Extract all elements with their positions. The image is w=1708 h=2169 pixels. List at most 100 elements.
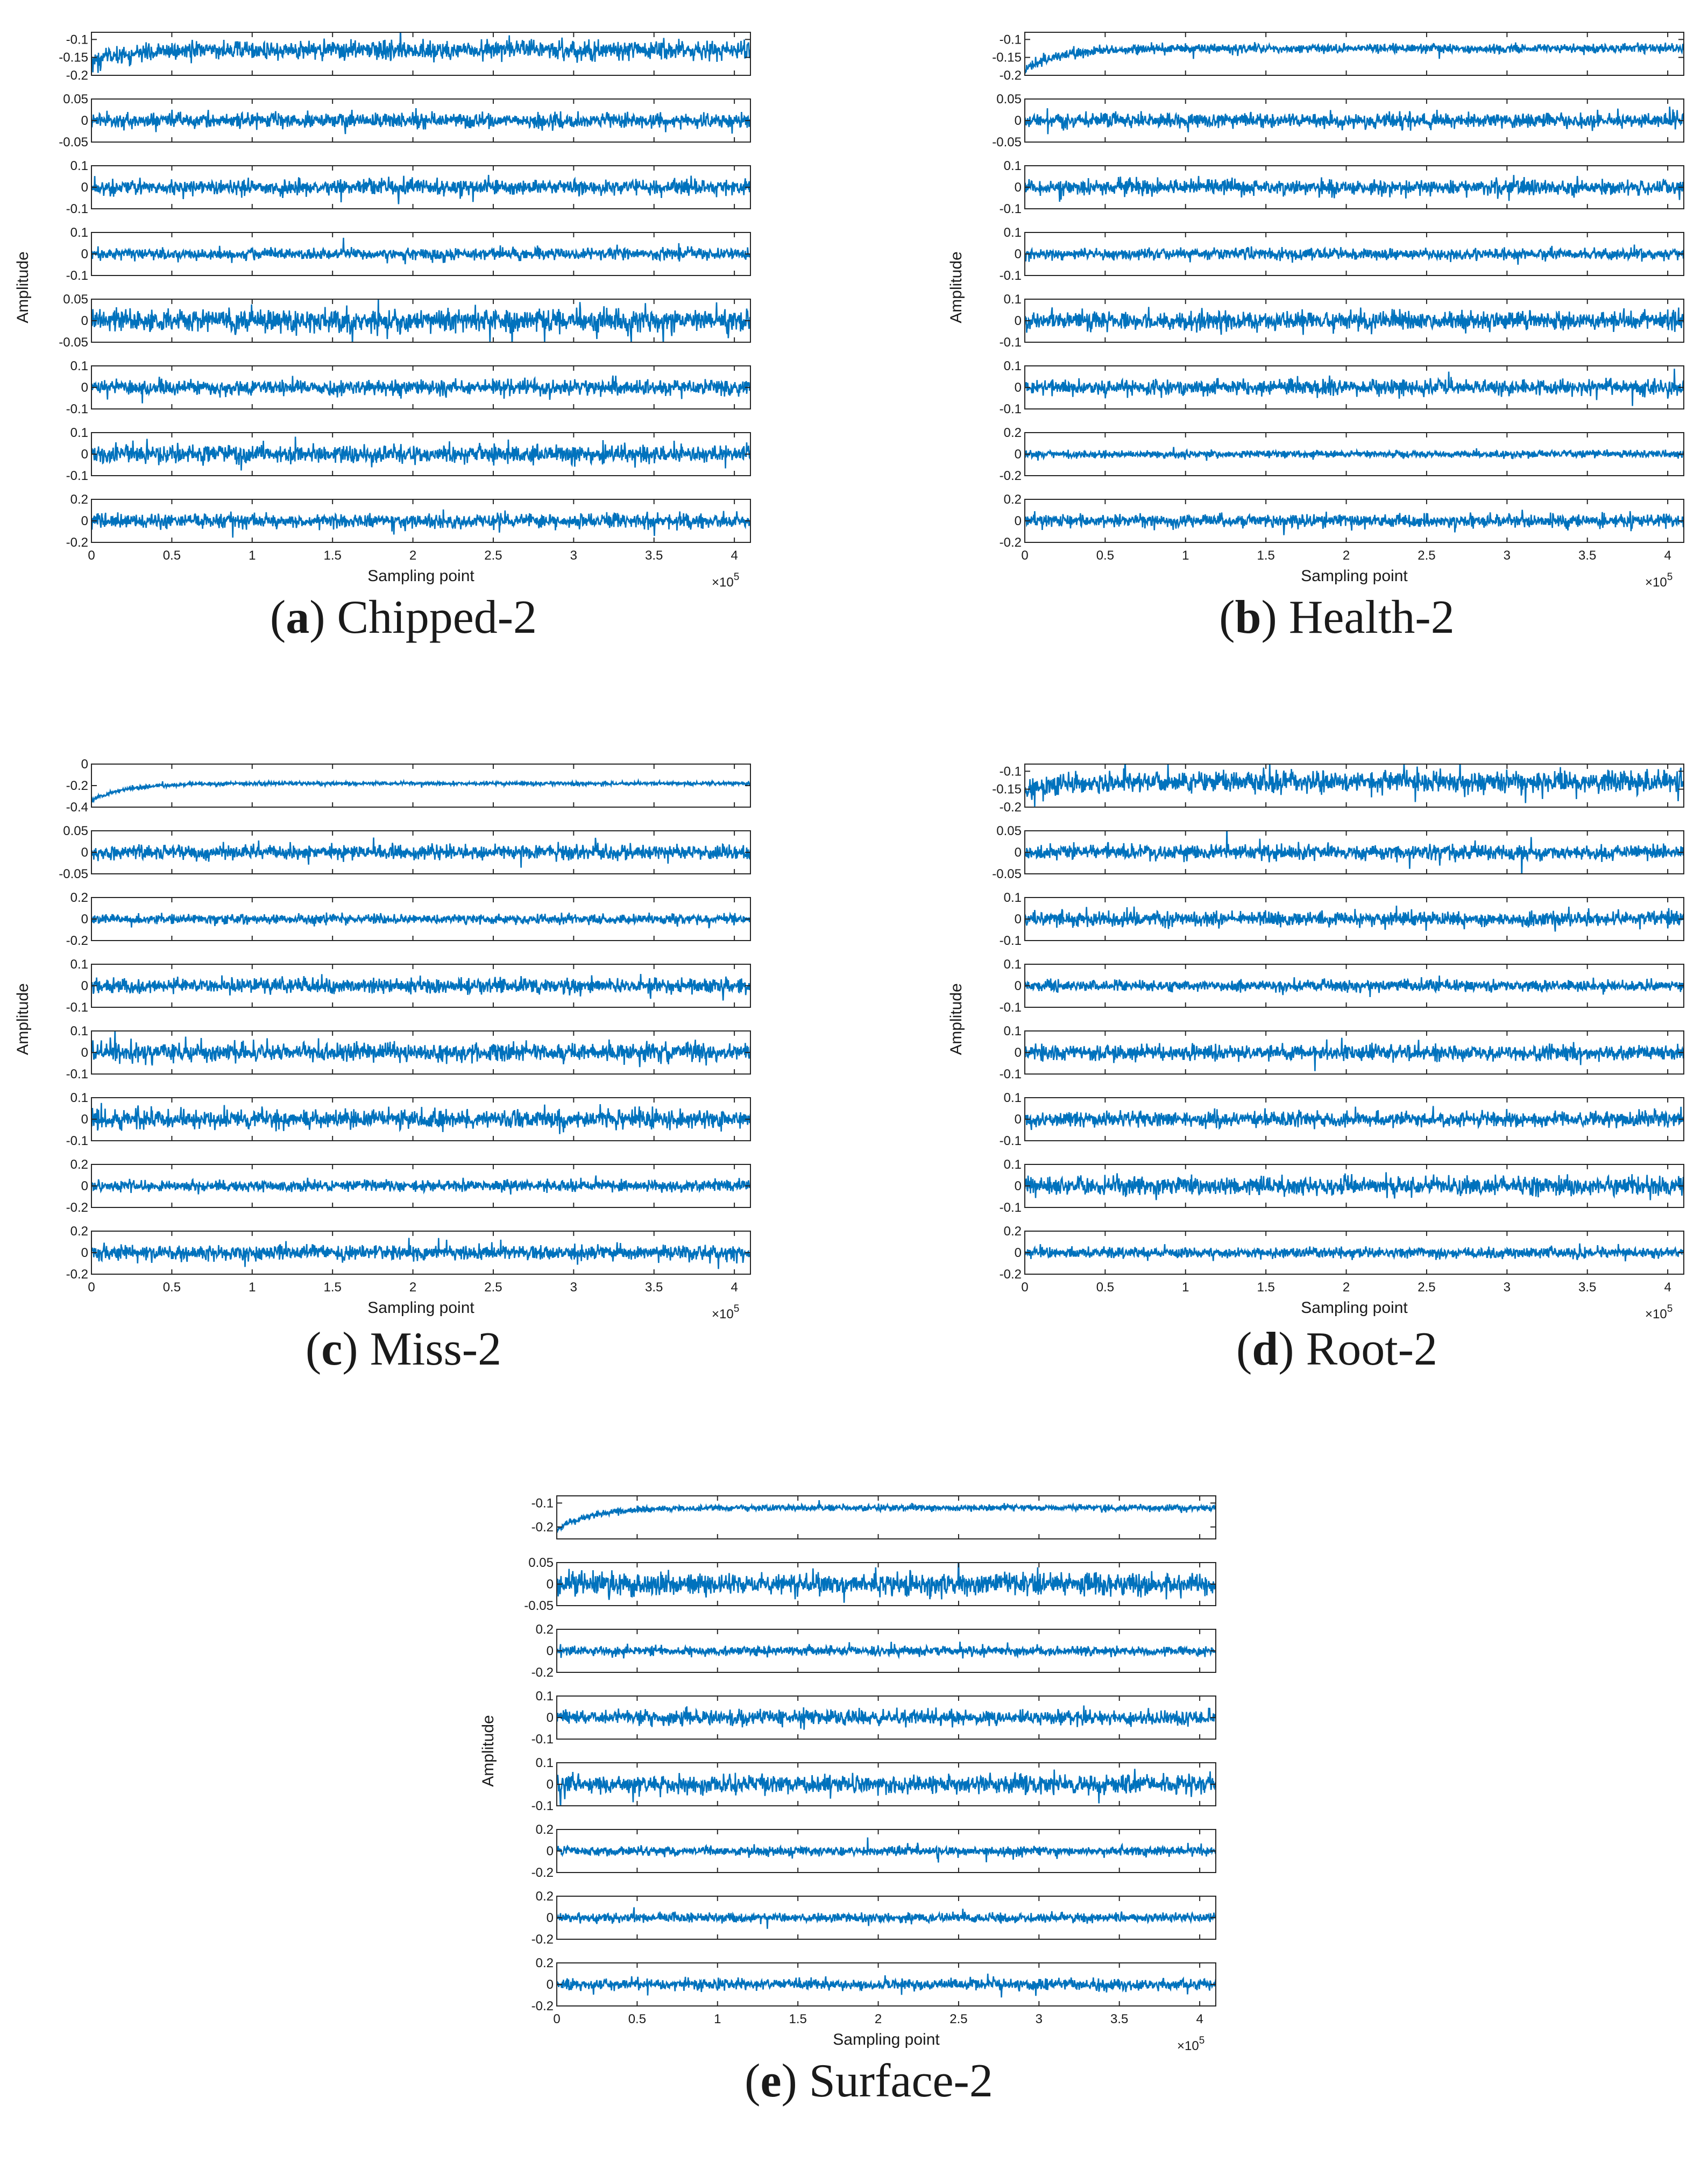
- y-tick-label: 0.1: [70, 426, 88, 440]
- caption-text: Root-2: [1306, 1323, 1438, 1375]
- y-tick-label: 0: [1015, 979, 1022, 993]
- waveform-series: [1025, 447, 1684, 461]
- x-tick-label: 3: [570, 548, 577, 563]
- waveform-series: [557, 1837, 1216, 1863]
- x-tick-label: 1.5: [789, 2012, 806, 2026]
- subfigure-caption: (a) Chipped-2: [134, 590, 672, 645]
- subfigure-caption: (b) Health-2: [1068, 590, 1606, 645]
- x-tick-label: 1: [1182, 1280, 1189, 1295]
- caption-paren-close: ): [309, 591, 337, 644]
- channel-panel: -0.1 -0.15 -0.2: [992, 764, 1684, 815]
- channel-panel: 0.05 0 -0.05: [524, 1556, 1216, 1613]
- waveform-series: [1025, 1037, 1684, 1071]
- y-tick-label: -0.1: [66, 1000, 88, 1015]
- x-axis-multiplier: ×105: [1177, 2035, 1204, 2053]
- y-tick-label: 0.2: [70, 1157, 88, 1172]
- y-tick-label: -0.2: [1000, 1267, 1022, 1282]
- y-tick-label: 0.2: [536, 1889, 554, 1904]
- y-tick-label: 0: [1015, 447, 1022, 462]
- x-axis-multiplier: ×105: [712, 571, 739, 590]
- x-tick-label: 4: [731, 1280, 738, 1295]
- channel-panel: 0.2 0 -0.2: [531, 1822, 1216, 1880]
- y-tick-label: 0.2: [70, 1224, 88, 1239]
- y-tick-label: 0: [81, 979, 88, 993]
- channel-panel: 0.1 0 -0.1: [66, 1091, 751, 1148]
- y-axis-label: Amplitude: [14, 251, 32, 323]
- x-tick-label: 2.5: [484, 1280, 502, 1295]
- x-tick-label: 1.5: [323, 1280, 341, 1295]
- caption-paren-open: (: [745, 2055, 761, 2107]
- subfigure-caption: (e) Surface-2: [600, 2054, 1138, 2108]
- channel-panel: 0.2 0 -0.2: [1000, 426, 1684, 483]
- y-tick-label: 0.1: [70, 159, 88, 173]
- axes-box: [1024, 764, 1684, 808]
- x-tick-label: 0.5: [1096, 548, 1114, 563]
- x-tick-label: 0.5: [1096, 1280, 1114, 1295]
- y-tick-label: -0.2: [1000, 469, 1022, 483]
- y-tick-label: 0.1: [70, 957, 88, 972]
- y-tick-label: -0.05: [59, 135, 88, 150]
- channel-panel: 0.05 0 -0.05: [992, 824, 1684, 881]
- y-tick-label: 0: [81, 180, 88, 195]
- waveform-series: [1025, 307, 1684, 335]
- x-tick-label: 3: [1504, 548, 1511, 563]
- y-tick-label: -0.2: [531, 1866, 554, 1880]
- y-tick-label: 0.1: [1004, 957, 1022, 972]
- x-axis-label: Sampling point: [833, 2031, 940, 2048]
- x-axis-label: Sampling point: [1301, 1299, 1408, 1317]
- y-tick-label: 0: [1015, 514, 1022, 528]
- y-tick-label: 0.05: [996, 92, 1022, 107]
- y-tick-label: 0.05: [63, 824, 88, 838]
- waveform-series: [557, 1907, 1216, 1929]
- y-tick-label: -0.2: [66, 1200, 88, 1215]
- channel-panel: 0.1 0 -0.1: [1000, 1024, 1684, 1082]
- x-tick-label: 4: [1196, 2012, 1203, 2026]
- waveform-series: [1025, 107, 1684, 135]
- channel-panel: 0.1 0 -0.1: [531, 1756, 1216, 1813]
- waveform-series: [91, 912, 750, 929]
- y-tick-label: 0: [1015, 114, 1022, 128]
- y-tick-label: -0.2: [531, 1520, 554, 1535]
- y-tick-label: 0: [547, 1977, 554, 1992]
- y-tick-label: -0.1: [1000, 1000, 1022, 1015]
- caption-letter: d: [1252, 1323, 1279, 1375]
- x-tick-label: 4: [1664, 548, 1671, 563]
- channel-panel: -0.1 -0.15 -0.2: [992, 32, 1684, 83]
- x-axis-multiplier: ×105: [712, 1303, 739, 1322]
- channel-panel: 0.1 0 -0.1: [531, 1689, 1216, 1747]
- waveform-series: [91, 778, 750, 804]
- channel-panel: 0.2 0 -0.2: [66, 1224, 751, 1282]
- y-tick-label: 0: [1015, 247, 1022, 262]
- y-tick-label: 0.05: [996, 824, 1022, 838]
- y-tick-label: -0.05: [59, 335, 88, 350]
- caption-paren-open: (: [1236, 1323, 1252, 1375]
- caption-paren-close: ): [1278, 1323, 1306, 1375]
- y-tick-label: 0: [1015, 380, 1022, 395]
- y-tick-label: -0.1: [66, 1067, 88, 1082]
- channel-panel: 0.2 0 -0.2: [1000, 1224, 1684, 1282]
- x-tick-label: 0.5: [628, 2012, 646, 2026]
- y-tick-label: -0.2: [66, 68, 88, 83]
- y-tick-label: 0: [547, 1844, 554, 1859]
- y-tick-label: -0.05: [992, 135, 1022, 150]
- caption-paren-open: (: [270, 591, 286, 644]
- channel-panel: 0.2 0 -0.2: [66, 492, 751, 550]
- caption-paren-open: (: [305, 1323, 322, 1375]
- y-tick-label: 0: [1015, 1045, 1022, 1060]
- y-tick-label: 0: [1015, 1112, 1022, 1127]
- x-tick-label: 0: [88, 1280, 95, 1295]
- x-tick-label: 2.5: [949, 2012, 967, 2026]
- channel-panel: 0.05 0 -0.05: [59, 824, 751, 881]
- y-tick-label: -0.1: [1000, 764, 1022, 779]
- y-tick-label: 0: [81, 1246, 88, 1260]
- y-tick-label: 0: [81, 1112, 88, 1127]
- waveform-series: [557, 1500, 1216, 1533]
- channel-panel: 0.1 0 -0.1: [1000, 225, 1684, 283]
- waveform-series: [1025, 764, 1684, 807]
- waveform-series: [1025, 831, 1684, 874]
- y-tick-label: -0.1: [531, 1496, 554, 1510]
- y-tick-label: -0.1: [1000, 1134, 1022, 1148]
- x-tick-label: 1: [1182, 548, 1189, 563]
- channel-panel: 0.1 0 -0.1: [66, 159, 751, 216]
- axes-box: [556, 1495, 1216, 1539]
